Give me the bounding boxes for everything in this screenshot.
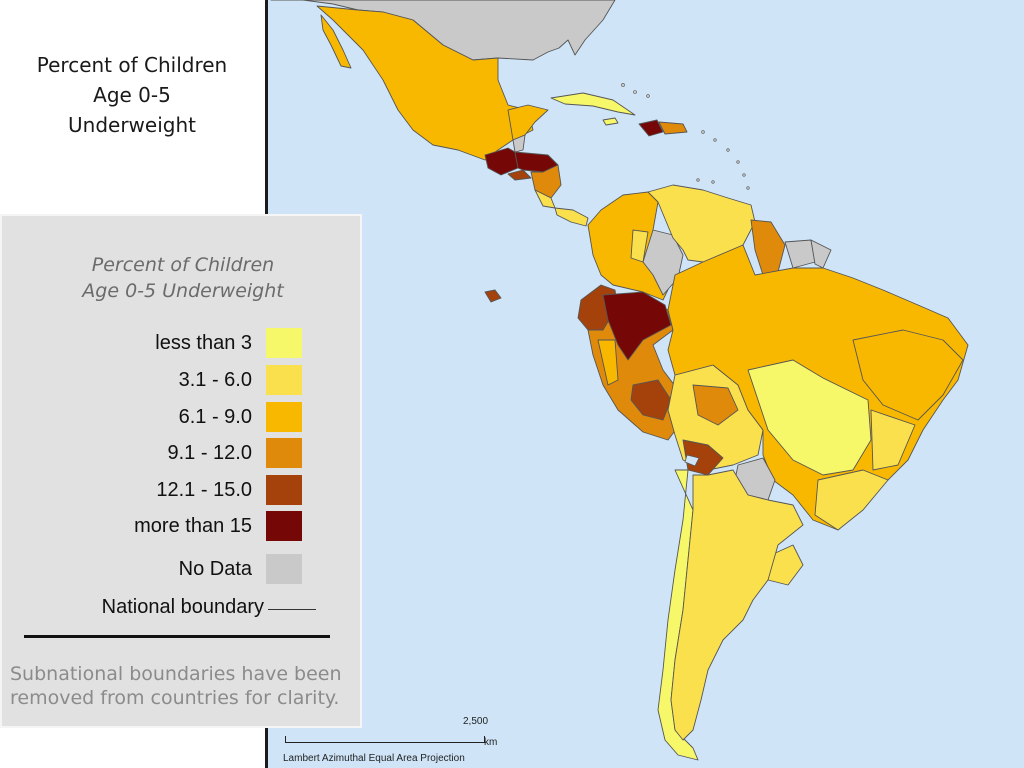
legend-label: 3.1 - 6.0	[178, 369, 252, 391]
region-peru-north	[602, 291, 672, 361]
region-galapagos	[484, 289, 502, 303]
legend-label: 12.1 - 15.0	[156, 479, 252, 501]
region-peru-south	[630, 379, 672, 421]
region-peru-coast	[597, 339, 619, 386]
map-svg	[270, 0, 969, 761]
map-frame: 2,500 km Lambert Azimuthal Equal Area Pr…	[265, 0, 1024, 768]
region-brazil-center	[747, 359, 872, 476]
boundary-line-sample	[268, 609, 316, 610]
region-guyana	[750, 219, 786, 276]
legend-swatch	[266, 328, 302, 358]
scale-bar: 2,500 km Lambert Azimuthal Equal Area Pr…	[283, 716, 513, 768]
legend-item: 12.1 - 15.0	[2, 475, 364, 507]
region-jamaica	[602, 117, 619, 126]
legend-swatch	[266, 475, 302, 505]
legend-item: 3.1 - 6.0	[2, 365, 364, 397]
legend-item: more than 15	[2, 511, 364, 543]
scale-unit: km	[484, 737, 498, 748]
legend-swatch	[266, 438, 302, 468]
scale-value: 2,500	[463, 716, 489, 727]
legend-item: No Data	[2, 554, 364, 586]
scale-line	[285, 736, 485, 743]
region-dominican	[658, 121, 688, 135]
legend-label: No Data	[178, 558, 252, 580]
legend-divider	[24, 635, 330, 638]
region-brazil-northeast	[852, 329, 964, 421]
legend-swatch	[266, 402, 302, 432]
region-usa	[270, 0, 616, 61]
region-argentina	[670, 469, 804, 741]
legend-label: 9.1 - 12.0	[167, 442, 252, 464]
legend-note: Subnational boundaries have been removed…	[10, 663, 342, 709]
region-belize	[512, 134, 526, 153]
region-el-salvador	[507, 169, 532, 181]
region-colombia-east	[630, 229, 649, 263]
legend-label: less than 3	[155, 332, 252, 354]
region-panama	[554, 207, 589, 227]
legend-swatch	[266, 365, 302, 395]
legend-boundary-row: National boundary	[2, 594, 364, 624]
region-brazil-south	[814, 469, 889, 531]
legend-label: 6.1 - 9.0	[178, 406, 252, 428]
legend-item: 6.1 - 9.0	[2, 402, 364, 434]
lake-titicaca	[684, 454, 700, 467]
map-legend: Percent of Children Age 0-5 Underweight …	[0, 214, 362, 728]
region-french-guiana	[810, 239, 832, 269]
region-cuba	[550, 92, 636, 116]
legend-item: 9.1 - 12.0	[2, 438, 364, 470]
region-haiti	[638, 119, 664, 137]
boundary-label: National boundary	[101, 596, 264, 618]
region-bolivia-center	[692, 384, 739, 426]
region-bolivia-west	[682, 439, 724, 476]
legend-swatch	[266, 511, 302, 541]
legend-label: more than 15	[134, 515, 252, 537]
region-yucatan	[507, 104, 549, 141]
legend-item: less than 3	[2, 328, 364, 360]
legend-swatch	[266, 554, 302, 584]
region-suriname	[784, 239, 816, 269]
slide-title: Percent of Children Age 0-5 Underweight	[36, 53, 228, 137]
region-brazil-east	[870, 409, 916, 471]
legend-title: Percent of Children Age 0-5 Underweight	[82, 254, 284, 302]
projection-label: Lambert Azimuthal Equal Area Projection	[283, 753, 465, 764]
region-baja	[320, 14, 352, 69]
